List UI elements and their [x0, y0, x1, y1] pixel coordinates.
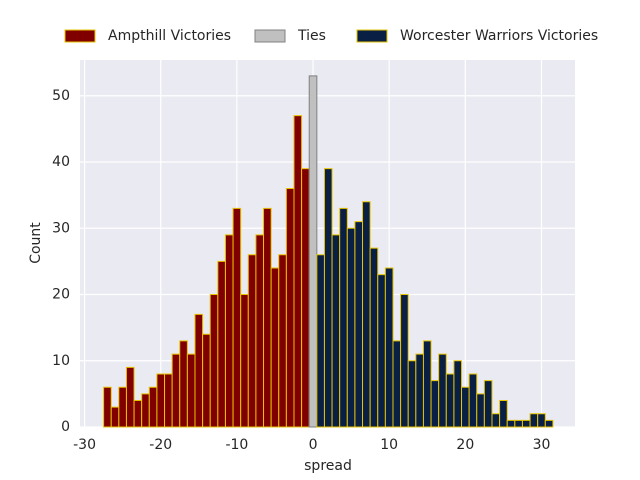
bar	[323, 168, 333, 428]
bar	[331, 234, 341, 428]
y-tick-label: 0	[61, 419, 70, 435]
bar	[529, 413, 539, 428]
bar	[141, 393, 150, 428]
bar	[293, 115, 303, 428]
bar	[247, 254, 257, 428]
x-tick-label: -10	[225, 437, 248, 453]
bar	[514, 419, 523, 428]
bar	[339, 207, 348, 428]
bar	[156, 373, 166, 428]
bar	[125, 366, 135, 428]
bar	[285, 188, 295, 428]
bar	[148, 386, 158, 428]
bar	[521, 419, 531, 428]
y-tick-label: 30	[52, 220, 70, 236]
bar	[445, 373, 455, 428]
bar	[369, 247, 379, 428]
bar	[438, 353, 447, 428]
bar	[392, 340, 402, 428]
bar	[422, 340, 432, 428]
y-tick-label: 50	[52, 88, 70, 104]
y-axis-label: Count	[28, 222, 44, 264]
x-tick-label: -20	[149, 437, 172, 453]
bar	[377, 274, 386, 428]
bar	[164, 373, 173, 428]
bar	[263, 207, 272, 428]
bar	[506, 419, 516, 428]
bar	[544, 419, 554, 428]
bar	[400, 294, 409, 428]
x-tick-label: -30	[73, 437, 96, 453]
x-axis-label: spread	[304, 458, 352, 474]
bar	[301, 168, 310, 428]
bar	[202, 333, 211, 428]
bar	[537, 413, 546, 428]
bar	[362, 201, 371, 428]
bar	[179, 340, 188, 428]
bar	[415, 353, 424, 428]
legend-swatch	[254, 29, 286, 43]
x-tick-label: 0	[309, 437, 318, 453]
bar	[133, 400, 143, 428]
bar	[384, 267, 394, 428]
y-tick-label: 40	[52, 154, 70, 170]
legend-label: Ampthill Victories	[108, 28, 231, 44]
y-tick-label: 10	[52, 353, 70, 369]
bar	[217, 260, 226, 428]
bar	[483, 380, 493, 428]
bar	[346, 227, 356, 428]
bar	[453, 360, 463, 428]
bar	[110, 406, 120, 428]
x-tick-label: 10	[380, 437, 398, 453]
x-tick-label: 20	[456, 437, 474, 453]
legend-swatch	[64, 29, 96, 43]
bar	[103, 386, 112, 428]
bar	[186, 353, 196, 428]
legend-label: Ties	[297, 28, 326, 44]
legend-swatch	[356, 29, 388, 43]
bar	[171, 353, 181, 428]
bar	[278, 254, 287, 428]
bar	[232, 207, 242, 428]
bar	[430, 380, 440, 428]
bar	[224, 234, 234, 428]
bar	[270, 267, 280, 428]
bar	[354, 221, 364, 428]
bar	[468, 373, 478, 428]
bar	[316, 254, 325, 428]
bar	[461, 386, 470, 428]
bar	[240, 294, 249, 428]
bar	[118, 386, 127, 428]
bar	[476, 393, 485, 428]
x-tick-label: 30	[533, 437, 551, 453]
legend-label: Worcester Warriors Victories	[400, 28, 598, 44]
bar	[491, 413, 501, 428]
bar	[194, 313, 204, 428]
bar	[209, 294, 219, 428]
bar	[499, 400, 508, 428]
bar	[308, 75, 318, 428]
bar	[407, 360, 417, 428]
y-tick-label: 20	[52, 287, 70, 303]
bar	[255, 234, 265, 428]
